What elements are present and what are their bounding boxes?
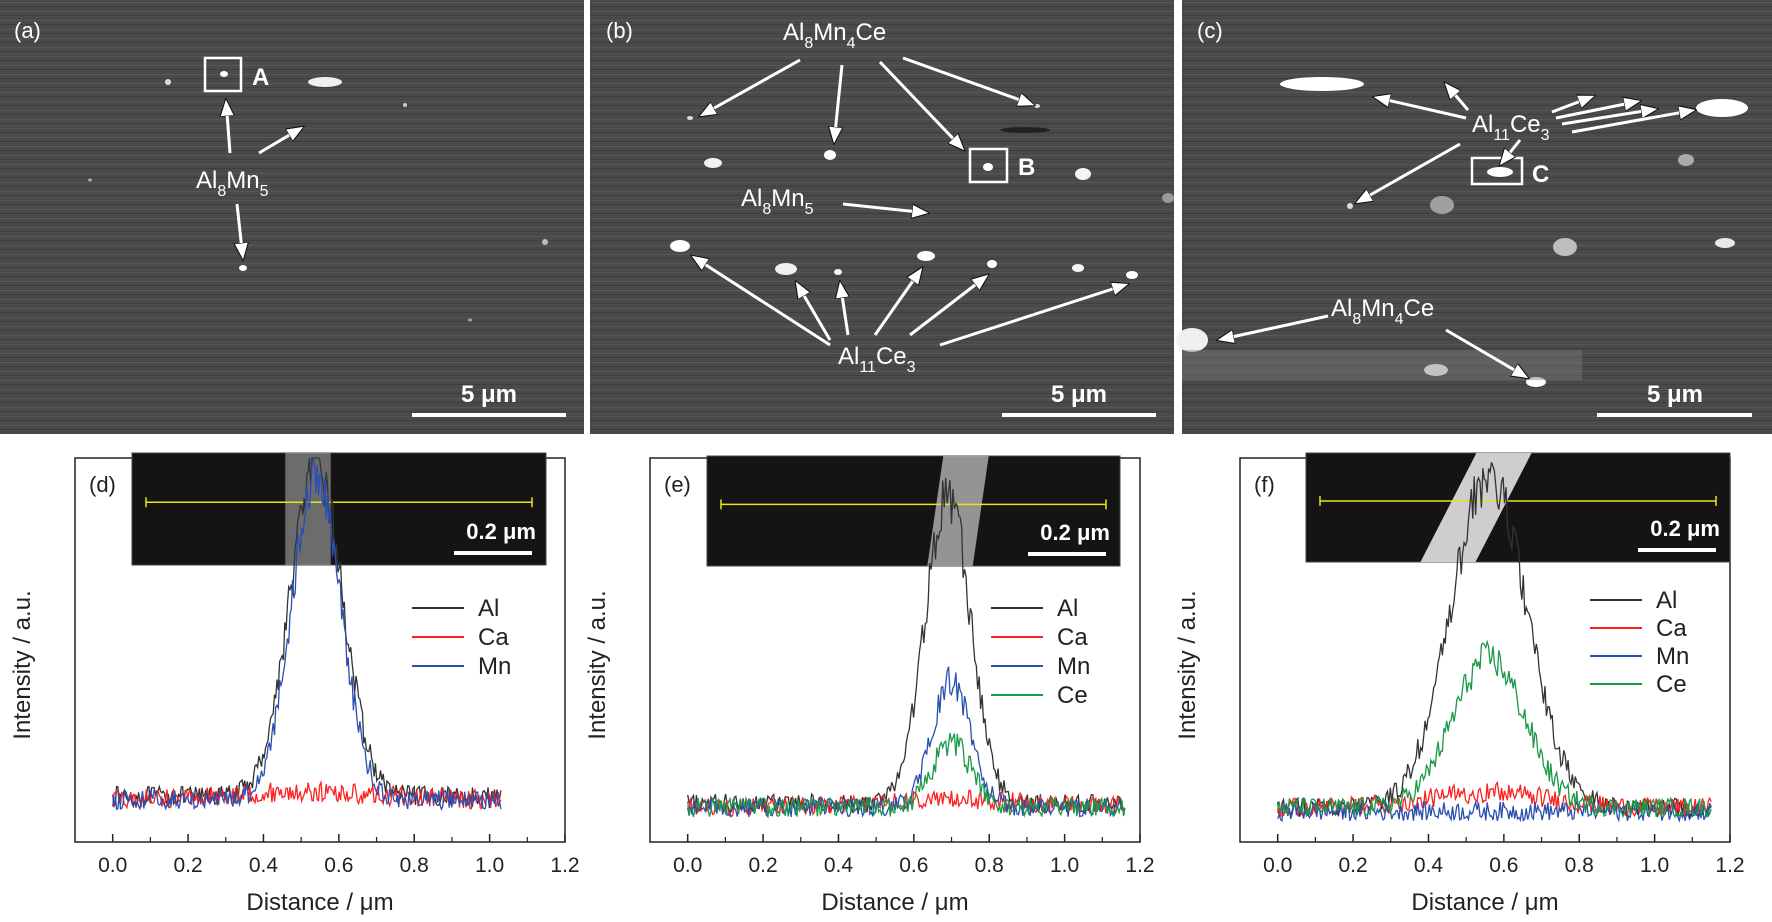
- panel-tag-a: (a): [14, 18, 41, 43]
- panel-tag-b: (b): [606, 18, 633, 43]
- series-line-mn: [112, 457, 502, 811]
- scale-label-c: 5 μm: [1647, 381, 1703, 408]
- legend-label-ca: Ca: [478, 624, 509, 651]
- panel-tag-c: (c): [1197, 18, 1223, 43]
- region-box-b: [968, 147, 1009, 184]
- arrows-b: [692, 56, 1128, 347]
- x-tick-label: 0.0: [98, 854, 127, 877]
- x-tick-label: 1.2: [1715, 854, 1744, 877]
- legend-label-ca: Ca: [1057, 624, 1088, 651]
- chart-tag: (e): [664, 472, 691, 497]
- phase-label-b-1: Al8Mn4Ce: [783, 19, 886, 52]
- region-label-c: C: [1532, 161, 1549, 188]
- inset-scale-label: 0.2 μm: [1040, 520, 1110, 545]
- sem-panel-a: (a) A Al8Mn5 5 μm: [0, 0, 584, 434]
- x-tick-label: 1.2: [1125, 854, 1154, 877]
- x-axis-label: Distance / μm: [246, 889, 393, 916]
- x-tick-label: 0.4: [824, 854, 854, 877]
- region-box-a: [203, 56, 243, 93]
- x-tick-label: 1.2: [550, 854, 579, 877]
- x-tick-label: 0.8: [400, 854, 429, 877]
- series-line-mn: [1277, 799, 1712, 823]
- region-label-a: A: [252, 64, 269, 91]
- phase-label-a-1: Al8Mn5: [196, 167, 269, 200]
- y-axis-label: Intensity / a.u.: [584, 590, 611, 739]
- legend-label-al: Al: [478, 595, 499, 622]
- sem-image-c: [1182, 0, 1772, 434]
- x-tick-label: 1.0: [475, 854, 504, 877]
- sem-particles-c: [1176, 77, 1748, 387]
- x-tick-label: 0.0: [1263, 854, 1292, 877]
- sem-panel-c: (c) Al11Ce3 Al8Mn4Ce C 5 μm: [1176, 0, 1772, 434]
- x-tick-label: 0.6: [899, 854, 928, 877]
- x-axis-label: Distance / μm: [821, 889, 968, 916]
- legend-label-al: Al: [1656, 587, 1677, 614]
- scale-label-a: 5 μm: [461, 381, 517, 408]
- region-label-b: B: [1018, 154, 1035, 181]
- sem-image-b: [590, 0, 1174, 434]
- chart-tag: (f): [1254, 472, 1275, 497]
- legend-label-al: Al: [1057, 595, 1078, 622]
- sem-particles-a: [88, 71, 548, 322]
- inset-image: 0.2 μm: [131, 452, 547, 566]
- x-tick-label: 1.0: [1640, 854, 1669, 877]
- inset-scale-label: 0.2 μm: [466, 519, 536, 544]
- series-line-ce: [1277, 639, 1712, 819]
- sem-image-a: [0, 0, 584, 434]
- series-line-ce: [687, 732, 1126, 818]
- legend-label-ce: Ce: [1656, 671, 1687, 698]
- x-tick-label: 0.2: [748, 854, 777, 877]
- inset-image: 0.2 μm: [706, 455, 1121, 567]
- x-tick-label: 0.2: [1338, 854, 1367, 877]
- x-tick-label: 0.8: [975, 854, 1004, 877]
- legend-label-mn: Mn: [478, 653, 511, 680]
- phase-label-b-2: Al8Mn5: [741, 185, 814, 218]
- x-tick-label: 0.2: [173, 854, 202, 877]
- scale-label-b: 5 μm: [1051, 381, 1107, 408]
- arrows-c: [1218, 83, 1695, 378]
- phase-label-c-2: Al8Mn4Ce: [1331, 295, 1434, 328]
- x-tick-label: 0.6: [324, 854, 353, 877]
- arrows-a: [226, 100, 303, 259]
- inset-scale-label: 0.2 μm: [1650, 516, 1720, 541]
- x-tick-label: 0.0: [673, 854, 702, 877]
- y-axis-label: Intensity / a.u.: [1174, 590, 1201, 739]
- phase-label-b-3: Al11Ce3: [838, 343, 916, 376]
- legend-label-mn: Mn: [1656, 643, 1689, 670]
- region-box-c: [1470, 156, 1524, 186]
- y-axis-label: Intensity / a.u.: [9, 590, 36, 739]
- x-tick-label: 0.4: [1414, 854, 1444, 877]
- x-tick-label: 0.6: [1489, 854, 1518, 877]
- phase-label-c-1: Al11Ce3: [1472, 111, 1550, 144]
- x-tick-label: 0.8: [1565, 854, 1594, 877]
- x-axis-label: Distance / μm: [1411, 889, 1558, 916]
- legend-label-ce: Ce: [1057, 682, 1088, 709]
- legend-label-ca: Ca: [1656, 615, 1687, 642]
- x-tick-label: 1.0: [1050, 854, 1079, 877]
- legend-label-mn: Mn: [1057, 653, 1090, 680]
- sem-particles-b: [670, 104, 1174, 279]
- sem-panel-b: (b) Al8Mn4Ce Al8Mn5 Al11Ce3 B 5 μm: [590, 0, 1174, 434]
- x-tick-label: 0.4: [249, 854, 279, 877]
- chart-tag: (d): [89, 472, 116, 497]
